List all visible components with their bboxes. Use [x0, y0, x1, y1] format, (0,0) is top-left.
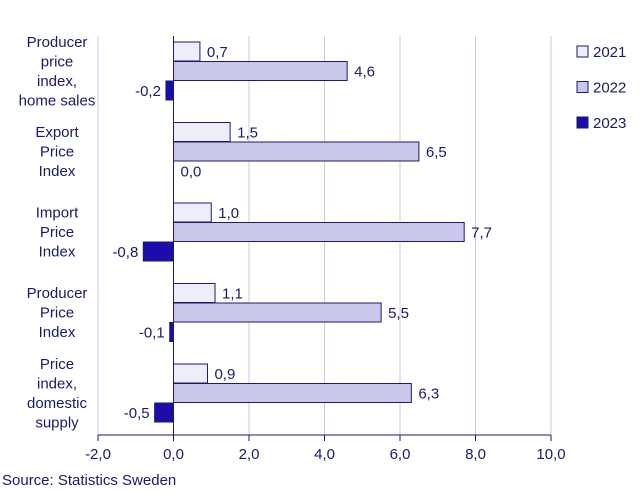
category-label-line: supply — [35, 414, 79, 431]
category-label-line: Export — [35, 124, 79, 141]
bar-2022 — [173, 222, 465, 242]
category-label-line: index, — [37, 73, 77, 90]
legend-label: 2021 — [593, 44, 626, 61]
bar-2021 — [173, 283, 216, 303]
data-labels: 0,7 4,6 -0,2 1,5 6,5 0,0 1,0 7,7 -0,8 1,1 5,5 -0,1 0… — [112, 44, 492, 422]
bars — [142, 41, 465, 423]
bar-2023 — [142, 241, 175, 262]
x-tick-label: -2,0 — [85, 446, 111, 463]
category-label: Producer Price Index — [27, 285, 88, 341]
bar-2021 — [173, 122, 231, 142]
bar-2022 — [173, 383, 412, 403]
x-tick-label: 4,0 — [314, 446, 335, 463]
data-label: -0,8 — [112, 244, 138, 261]
category-label-line: Price — [40, 224, 74, 241]
legend-swatch-2021 — [576, 45, 589, 58]
data-label: 0,9 — [214, 366, 235, 383]
data-label: 6,3 — [418, 386, 439, 403]
bar-2023 — [154, 402, 174, 423]
data-label: -0,5 — [124, 405, 150, 422]
x-tick-label: 6,0 — [390, 446, 411, 463]
category-label-line: Import — [36, 205, 79, 222]
category-label-line: Index — [39, 244, 76, 261]
category-label-line: domestic — [27, 395, 88, 412]
category-label-line: home sales — [19, 92, 96, 109]
category-label-line: Producer — [27, 285, 88, 302]
category-label-line: Price — [40, 305, 74, 322]
category-label-line: Index — [39, 324, 76, 341]
x-tick-label: 0,0 — [163, 446, 184, 463]
data-label: 4,6 — [354, 64, 375, 81]
data-label: 1,5 — [237, 125, 258, 142]
bar-2022 — [173, 302, 382, 323]
data-label: -0,2 — [135, 83, 161, 100]
data-label: 7,7 — [471, 225, 492, 242]
category-label: Export Price Index — [35, 124, 79, 180]
data-label: 1,0 — [218, 205, 239, 222]
data-label: 0,0 — [181, 164, 202, 181]
category-labels: Producer price index, home sales Export Price… — [19, 34, 96, 432]
x-tick-label: 2,0 — [239, 446, 260, 463]
x-tick-label: 10,0 — [536, 446, 565, 463]
category-label-line: Price — [40, 356, 74, 373]
data-label: -0,1 — [139, 325, 165, 342]
x-axis: -2,0 0,0 2,0 4,0 6,0 8,0 10,0 — [85, 36, 566, 463]
bar-2023 — [165, 80, 174, 101]
category-label-line: Price — [40, 144, 74, 161]
category-label: Import Price Index — [36, 205, 79, 261]
category-label-line: Producer — [27, 34, 88, 51]
data-label: 1,1 — [222, 286, 243, 303]
category-label-line: Index — [39, 163, 76, 180]
source-note: Source: Statistics Sweden — [2, 472, 177, 489]
category-label: Price index, domestic supply — [27, 356, 88, 432]
bar-2021 — [173, 41, 201, 62]
category-label: Producer price index, home sales — [19, 34, 96, 110]
data-label: 6,5 — [426, 144, 447, 161]
legend-label: 2022 — [593, 80, 626, 97]
bar-2023 — [169, 322, 175, 342]
bar-2022 — [173, 61, 348, 81]
legend-swatch-2022 — [576, 81, 589, 93]
legend-swatch-2023 — [576, 116, 589, 129]
category-label-line: price — [41, 53, 74, 70]
bar-2021 — [173, 363, 208, 384]
legend: 2021 2022 2023 — [576, 44, 626, 132]
x-tick-label: 8,0 — [465, 446, 486, 463]
bar-2021 — [173, 202, 212, 223]
data-label: 5,5 — [388, 305, 409, 322]
bar-2022 — [173, 141, 420, 162]
data-label: 0,7 — [207, 44, 228, 61]
bar-chart: 0,7 4,6 -0,2 1,5 6,5 0,0 1,0 7,7 -0,8 1,1 5,5 -0,1 0… — [19, 34, 627, 463]
legend-label: 2023 — [593, 115, 626, 132]
category-label-line: index, — [37, 375, 77, 392]
